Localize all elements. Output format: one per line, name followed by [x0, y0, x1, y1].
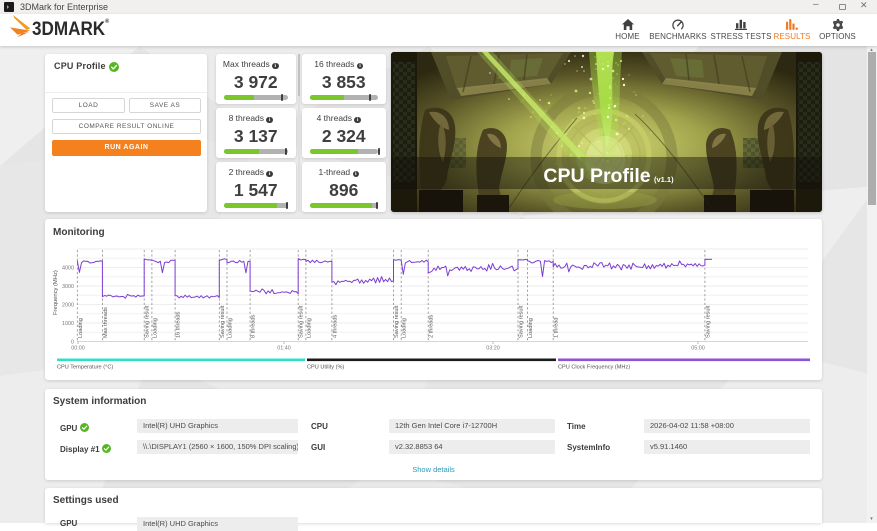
svg-text:Saving result: Saving result	[220, 305, 226, 338]
svg-text:01:40: 01:40	[277, 346, 291, 352]
svg-text:0: 0	[71, 339, 74, 345]
svg-text:16 threads: 16 threads	[176, 311, 182, 338]
svg-text:1 thread: 1 thread	[554, 317, 560, 338]
svg-text:Loading: Loading	[528, 318, 534, 338]
svg-text:4000: 4000	[62, 265, 74, 271]
svg-text:1000: 1000	[62, 321, 74, 327]
svg-text:Loading: Loading	[228, 318, 234, 338]
svg-text:Loading: Loading	[402, 318, 408, 338]
svg-text:Max threads: Max threads	[103, 307, 109, 338]
svg-text:Saving result: Saving result	[519, 305, 525, 338]
svg-text:2000: 2000	[62, 302, 74, 308]
svg-text:Saving result: Saving result	[145, 305, 151, 338]
svg-text:Saving result: Saving result	[705, 305, 711, 338]
svg-text:Loading: Loading	[78, 318, 84, 338]
svg-text:2 threads: 2 threads	[429, 314, 435, 338]
svg-text:03:20: 03:20	[486, 346, 500, 352]
svg-text:00:00: 00:00	[71, 346, 85, 352]
svg-text:Loading: Loading	[306, 318, 312, 338]
svg-text:4 threads: 4 threads	[332, 314, 338, 338]
svg-text:Saving result: Saving result	[299, 305, 305, 338]
svg-text:CPU Clock Frequency (MHz): CPU Clock Frequency (MHz)	[558, 365, 630, 371]
svg-text:CPU Profile: CPU Profile	[543, 165, 650, 187]
svg-text:Frequency (MHz): Frequency (MHz)	[53, 270, 59, 315]
svg-text:05:00: 05:00	[691, 346, 705, 352]
svg-text:(v1.1): (v1.1)	[654, 175, 674, 184]
svg-text:Saving result: Saving result	[394, 305, 400, 338]
svg-text:3000: 3000	[62, 284, 74, 290]
svg-text:Loading: Loading	[152, 318, 158, 338]
svg-text:CPU Utility (%): CPU Utility (%)	[307, 365, 344, 371]
svg-text:CPU Temperature (°C): CPU Temperature (°C)	[57, 365, 113, 371]
svg-text:8 threads: 8 threads	[251, 314, 257, 338]
